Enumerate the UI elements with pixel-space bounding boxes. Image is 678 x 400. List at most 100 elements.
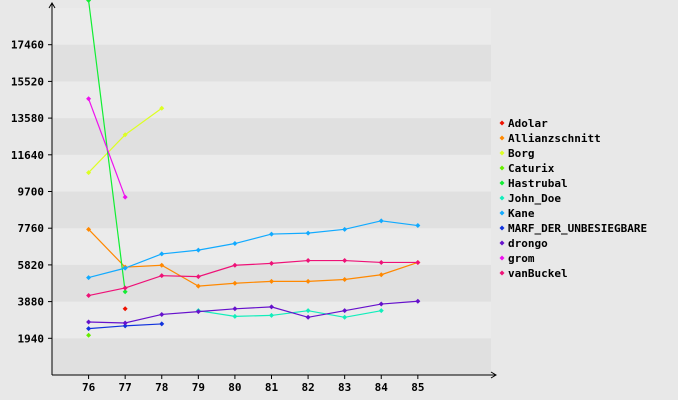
x-tick-label: 81 <box>265 381 279 394</box>
data-point <box>159 105 165 111</box>
data-point <box>415 259 421 265</box>
data-point <box>378 301 384 307</box>
legend-marker <box>499 210 505 216</box>
data-point <box>269 312 274 318</box>
legend-label: John_Doe <box>508 192 561 205</box>
legend-marker <box>499 120 505 126</box>
legend-marker <box>499 225 505 231</box>
data-point <box>122 323 128 329</box>
data-point <box>86 293 92 299</box>
legend-marker <box>499 135 505 141</box>
data-point <box>342 314 348 320</box>
legend-marker <box>499 165 505 171</box>
grid-band <box>52 44 491 82</box>
data-point <box>269 304 274 310</box>
data-point <box>122 285 128 291</box>
legend-marker <box>499 255 505 261</box>
data-point <box>86 0 92 3</box>
legend-label: Allianzschnitt <box>508 132 601 145</box>
data-point <box>305 308 311 314</box>
series-line <box>88 220 418 279</box>
data-point <box>86 319 92 325</box>
x-tick-label: 77 <box>119 381 132 394</box>
legend-label: Hastrubal <box>508 177 568 190</box>
legend-label: Caturix <box>508 162 555 175</box>
y-tick-label: 7760 <box>18 222 45 235</box>
series-lines <box>86 0 421 338</box>
y-tick-label: 13580 <box>11 112 44 125</box>
axis-ticks: 1940 3880 5820 7760 9700 11640 13580 15520 17460… <box>11 39 425 394</box>
legend-marker <box>499 150 505 156</box>
grid-band <box>52 338 491 375</box>
grid-band <box>52 8 491 45</box>
legend-marker <box>499 240 505 246</box>
y-tick-label: 17460 <box>11 39 44 52</box>
data-point <box>122 194 128 200</box>
data-point <box>305 230 311 236</box>
data-point <box>86 332 92 338</box>
y-tick-label: 3880 <box>18 296 45 309</box>
y-tick-label: 9700 <box>18 186 45 199</box>
data-point <box>342 226 348 232</box>
data-point <box>122 320 128 326</box>
y-tick-label: 15520 <box>11 75 44 88</box>
data-point <box>86 170 92 176</box>
data-point <box>159 321 165 327</box>
x-tick-label: 78 <box>155 381 168 394</box>
series-line <box>88 228 419 287</box>
data-point <box>378 308 384 314</box>
legend-label: MARF_DER_UNBESIEGBARE <box>508 222 647 235</box>
data-point <box>159 262 165 268</box>
axes <box>48 2 497 379</box>
data-point <box>305 314 311 320</box>
legend-marker <box>499 270 505 276</box>
data-point <box>122 306 128 312</box>
data-point <box>305 258 311 264</box>
x-tick-label: 82 <box>301 381 314 394</box>
data-point <box>195 283 201 289</box>
series-line <box>88 98 126 198</box>
data-point <box>159 273 165 279</box>
data-point <box>378 259 384 265</box>
data-point <box>269 278 274 284</box>
legend-label: drongo <box>508 237 548 250</box>
data-point <box>86 326 92 332</box>
data-point <box>378 272 384 278</box>
x-tick-label: 76 <box>82 381 96 394</box>
series-line <box>87 0 126 292</box>
data-point <box>378 218 384 224</box>
data-point <box>232 262 238 268</box>
data-point <box>122 265 128 271</box>
data-point <box>342 308 348 314</box>
legend-label: vanBuckel <box>508 267 568 280</box>
series-line <box>88 259 418 297</box>
legend-marker <box>499 180 505 186</box>
grid-band <box>52 191 491 229</box>
x-axis-arrow <box>490 371 497 379</box>
y-axis-arrow <box>48 2 56 9</box>
data-point <box>159 311 165 317</box>
x-tick-label: 85 <box>411 381 424 394</box>
series-line <box>198 310 382 318</box>
legend-label: Borg <box>508 147 535 160</box>
data-point <box>342 258 348 264</box>
data-point <box>415 298 421 304</box>
grid-band <box>52 154 491 192</box>
y-tick-label: 1940 <box>18 332 45 345</box>
data-point <box>86 226 92 232</box>
grid-bands <box>52 8 491 375</box>
data-point <box>195 247 201 253</box>
legend-label: Adolar <box>508 117 548 130</box>
data-point <box>342 276 348 282</box>
data-point <box>86 96 92 102</box>
x-tick-label: 80 <box>228 381 241 394</box>
data-point <box>269 260 274 266</box>
y-tick-label: 11640 <box>11 149 44 162</box>
data-point <box>122 289 128 295</box>
data-point <box>86 275 92 281</box>
data-point <box>269 231 274 237</box>
x-tick-label: 84 <box>375 381 389 394</box>
grid-band <box>52 118 491 155</box>
y-tick-label: 5820 <box>18 259 45 272</box>
